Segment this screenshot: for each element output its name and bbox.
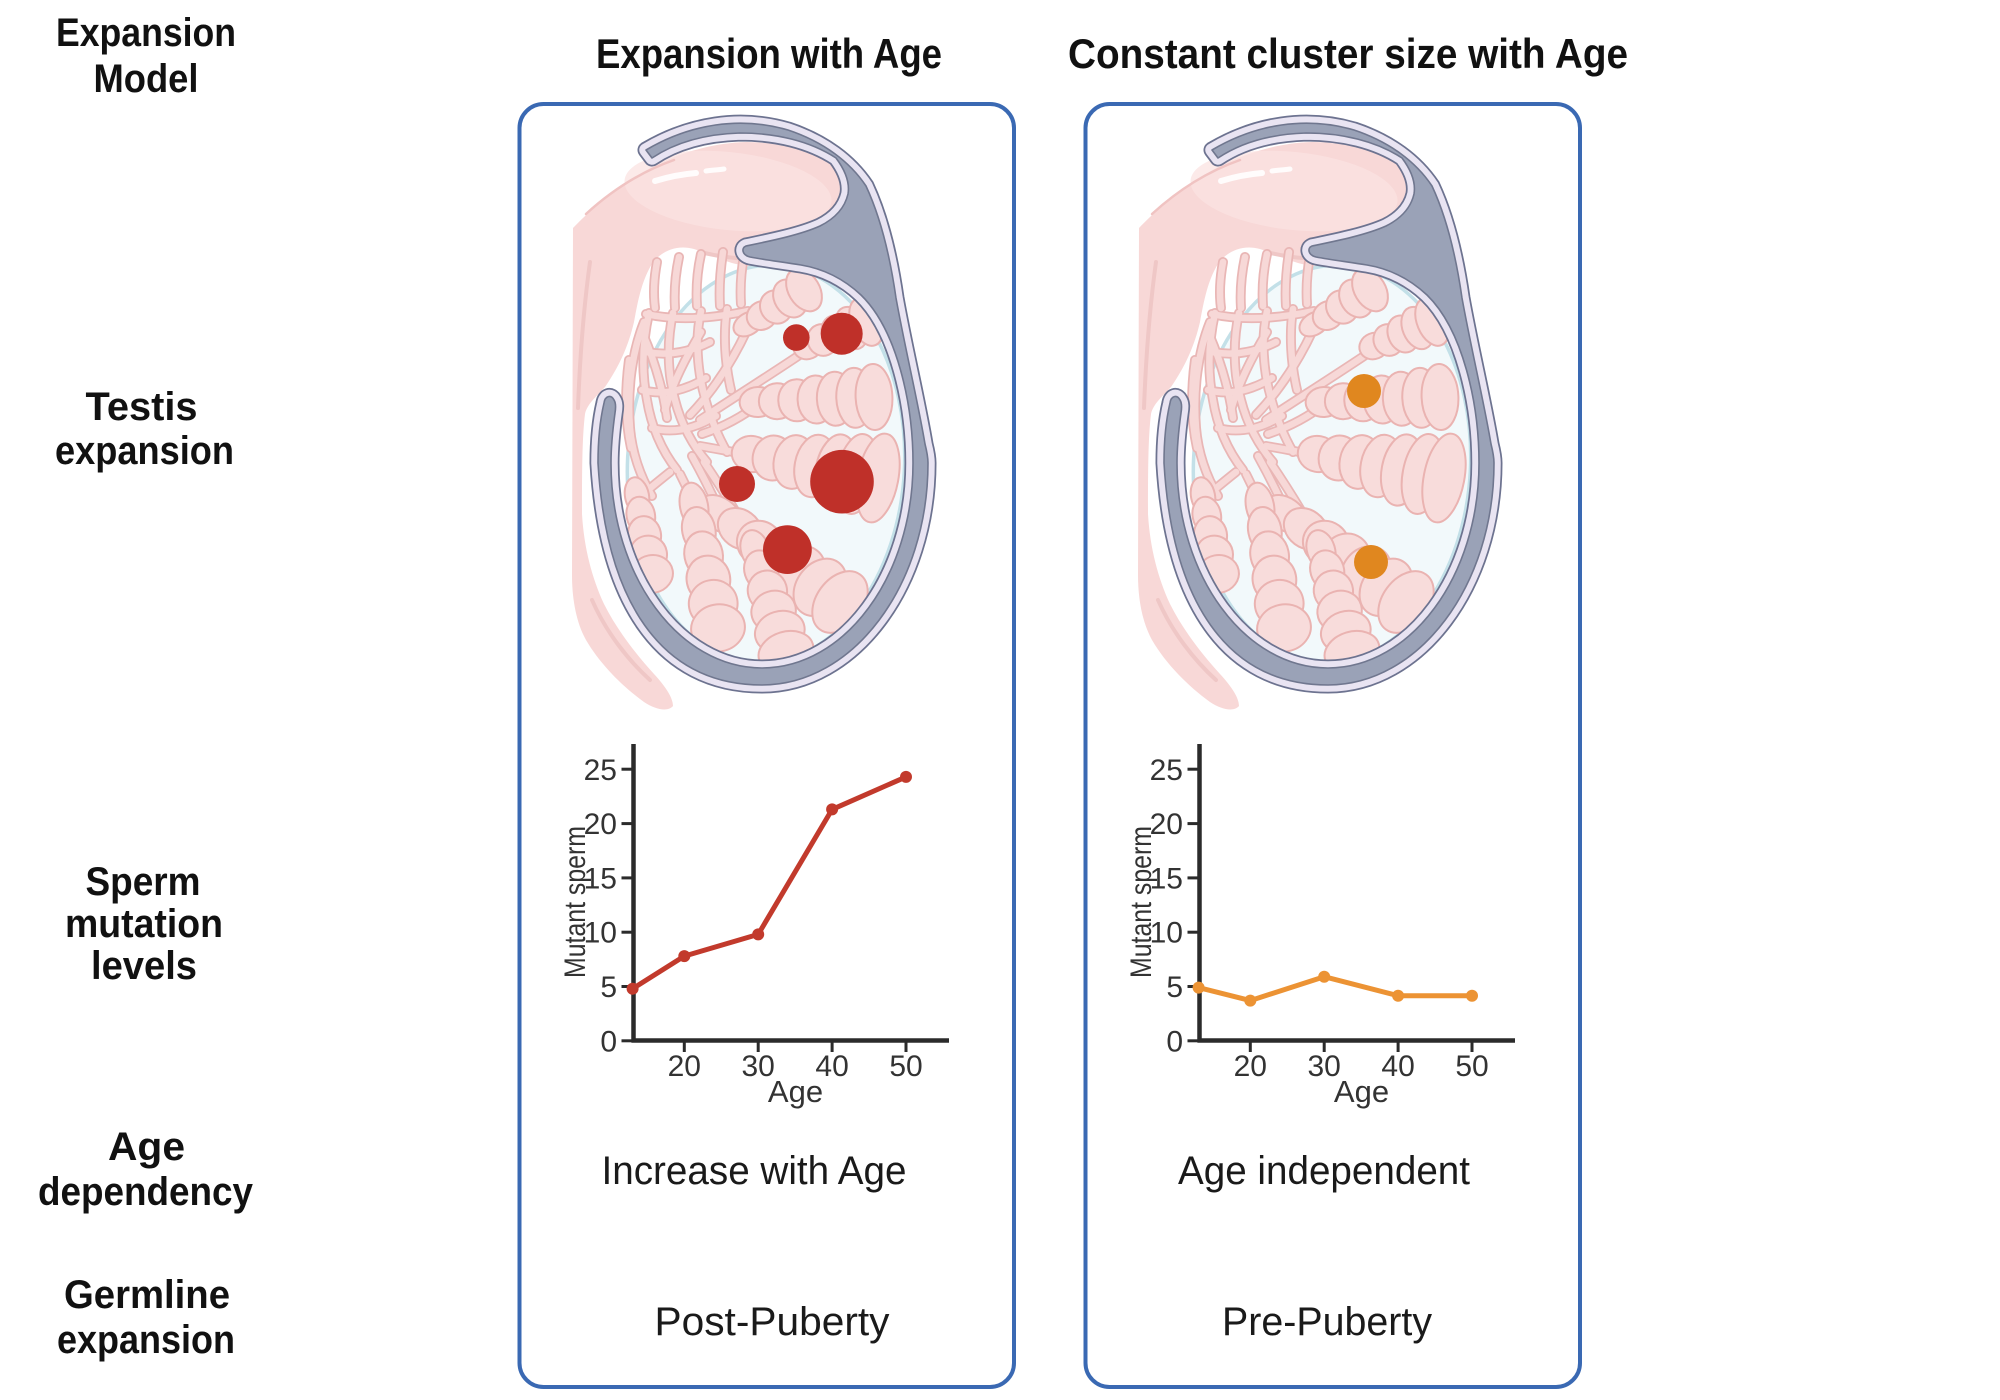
svg-text:mutation: mutation	[65, 902, 223, 946]
svg-text:Model: Model	[94, 57, 199, 101]
svg-text:Age: Age	[1334, 1074, 1389, 1109]
svg-text:30: 30	[742, 1050, 775, 1083]
svg-text:Testis: Testis	[86, 385, 198, 429]
svg-text:Age: Age	[768, 1074, 823, 1109]
svg-text:10: 10	[1150, 917, 1183, 950]
svg-text:Increase with Age: Increase with Age	[602, 1149, 907, 1193]
svg-text:0: 0	[1166, 1025, 1183, 1058]
svg-text:15: 15	[1150, 862, 1183, 895]
svg-text:20: 20	[668, 1050, 701, 1083]
svg-text:Constant cluster size with Age: Constant cluster size with Age	[1068, 30, 1628, 77]
svg-text:20: 20	[1150, 808, 1183, 841]
svg-text:expansion: expansion	[55, 429, 234, 473]
svg-text:Germline: Germline	[64, 1273, 230, 1317]
svg-text:Age independent: Age independent	[1178, 1149, 1470, 1193]
svg-text:25: 25	[584, 754, 617, 787]
svg-text:Pre-Puberty: Pre-Puberty	[1222, 1300, 1432, 1344]
svg-text:50: 50	[889, 1050, 922, 1083]
svg-text:20: 20	[584, 808, 617, 841]
svg-text:40: 40	[815, 1050, 848, 1083]
svg-text:Age: Age	[108, 1125, 185, 1169]
svg-text:5: 5	[600, 971, 617, 1004]
svg-text:Expansion: Expansion	[56, 11, 236, 55]
svg-text:Mutant sperm: Mutant sperm	[559, 826, 592, 978]
svg-text:50: 50	[1455, 1050, 1488, 1083]
svg-text:15: 15	[584, 862, 617, 895]
svg-text:20: 20	[1234, 1050, 1267, 1083]
svg-text:0: 0	[600, 1025, 617, 1058]
svg-text:25: 25	[1150, 754, 1183, 787]
svg-text:levels: levels	[91, 944, 197, 988]
svg-text:40: 40	[1381, 1050, 1414, 1083]
svg-text:dependency: dependency	[38, 1170, 254, 1214]
svg-text:30: 30	[1308, 1050, 1341, 1083]
svg-text:Expansion with Age: Expansion with Age	[596, 30, 942, 77]
svg-text:Sperm: Sperm	[86, 860, 201, 904]
svg-text:10: 10	[584, 917, 617, 950]
svg-text:5: 5	[1166, 971, 1183, 1004]
svg-text:expansion: expansion	[57, 1318, 235, 1362]
svg-text:Post-Puberty: Post-Puberty	[655, 1300, 890, 1344]
svg-text:Mutant sperm: Mutant sperm	[1125, 826, 1158, 978]
